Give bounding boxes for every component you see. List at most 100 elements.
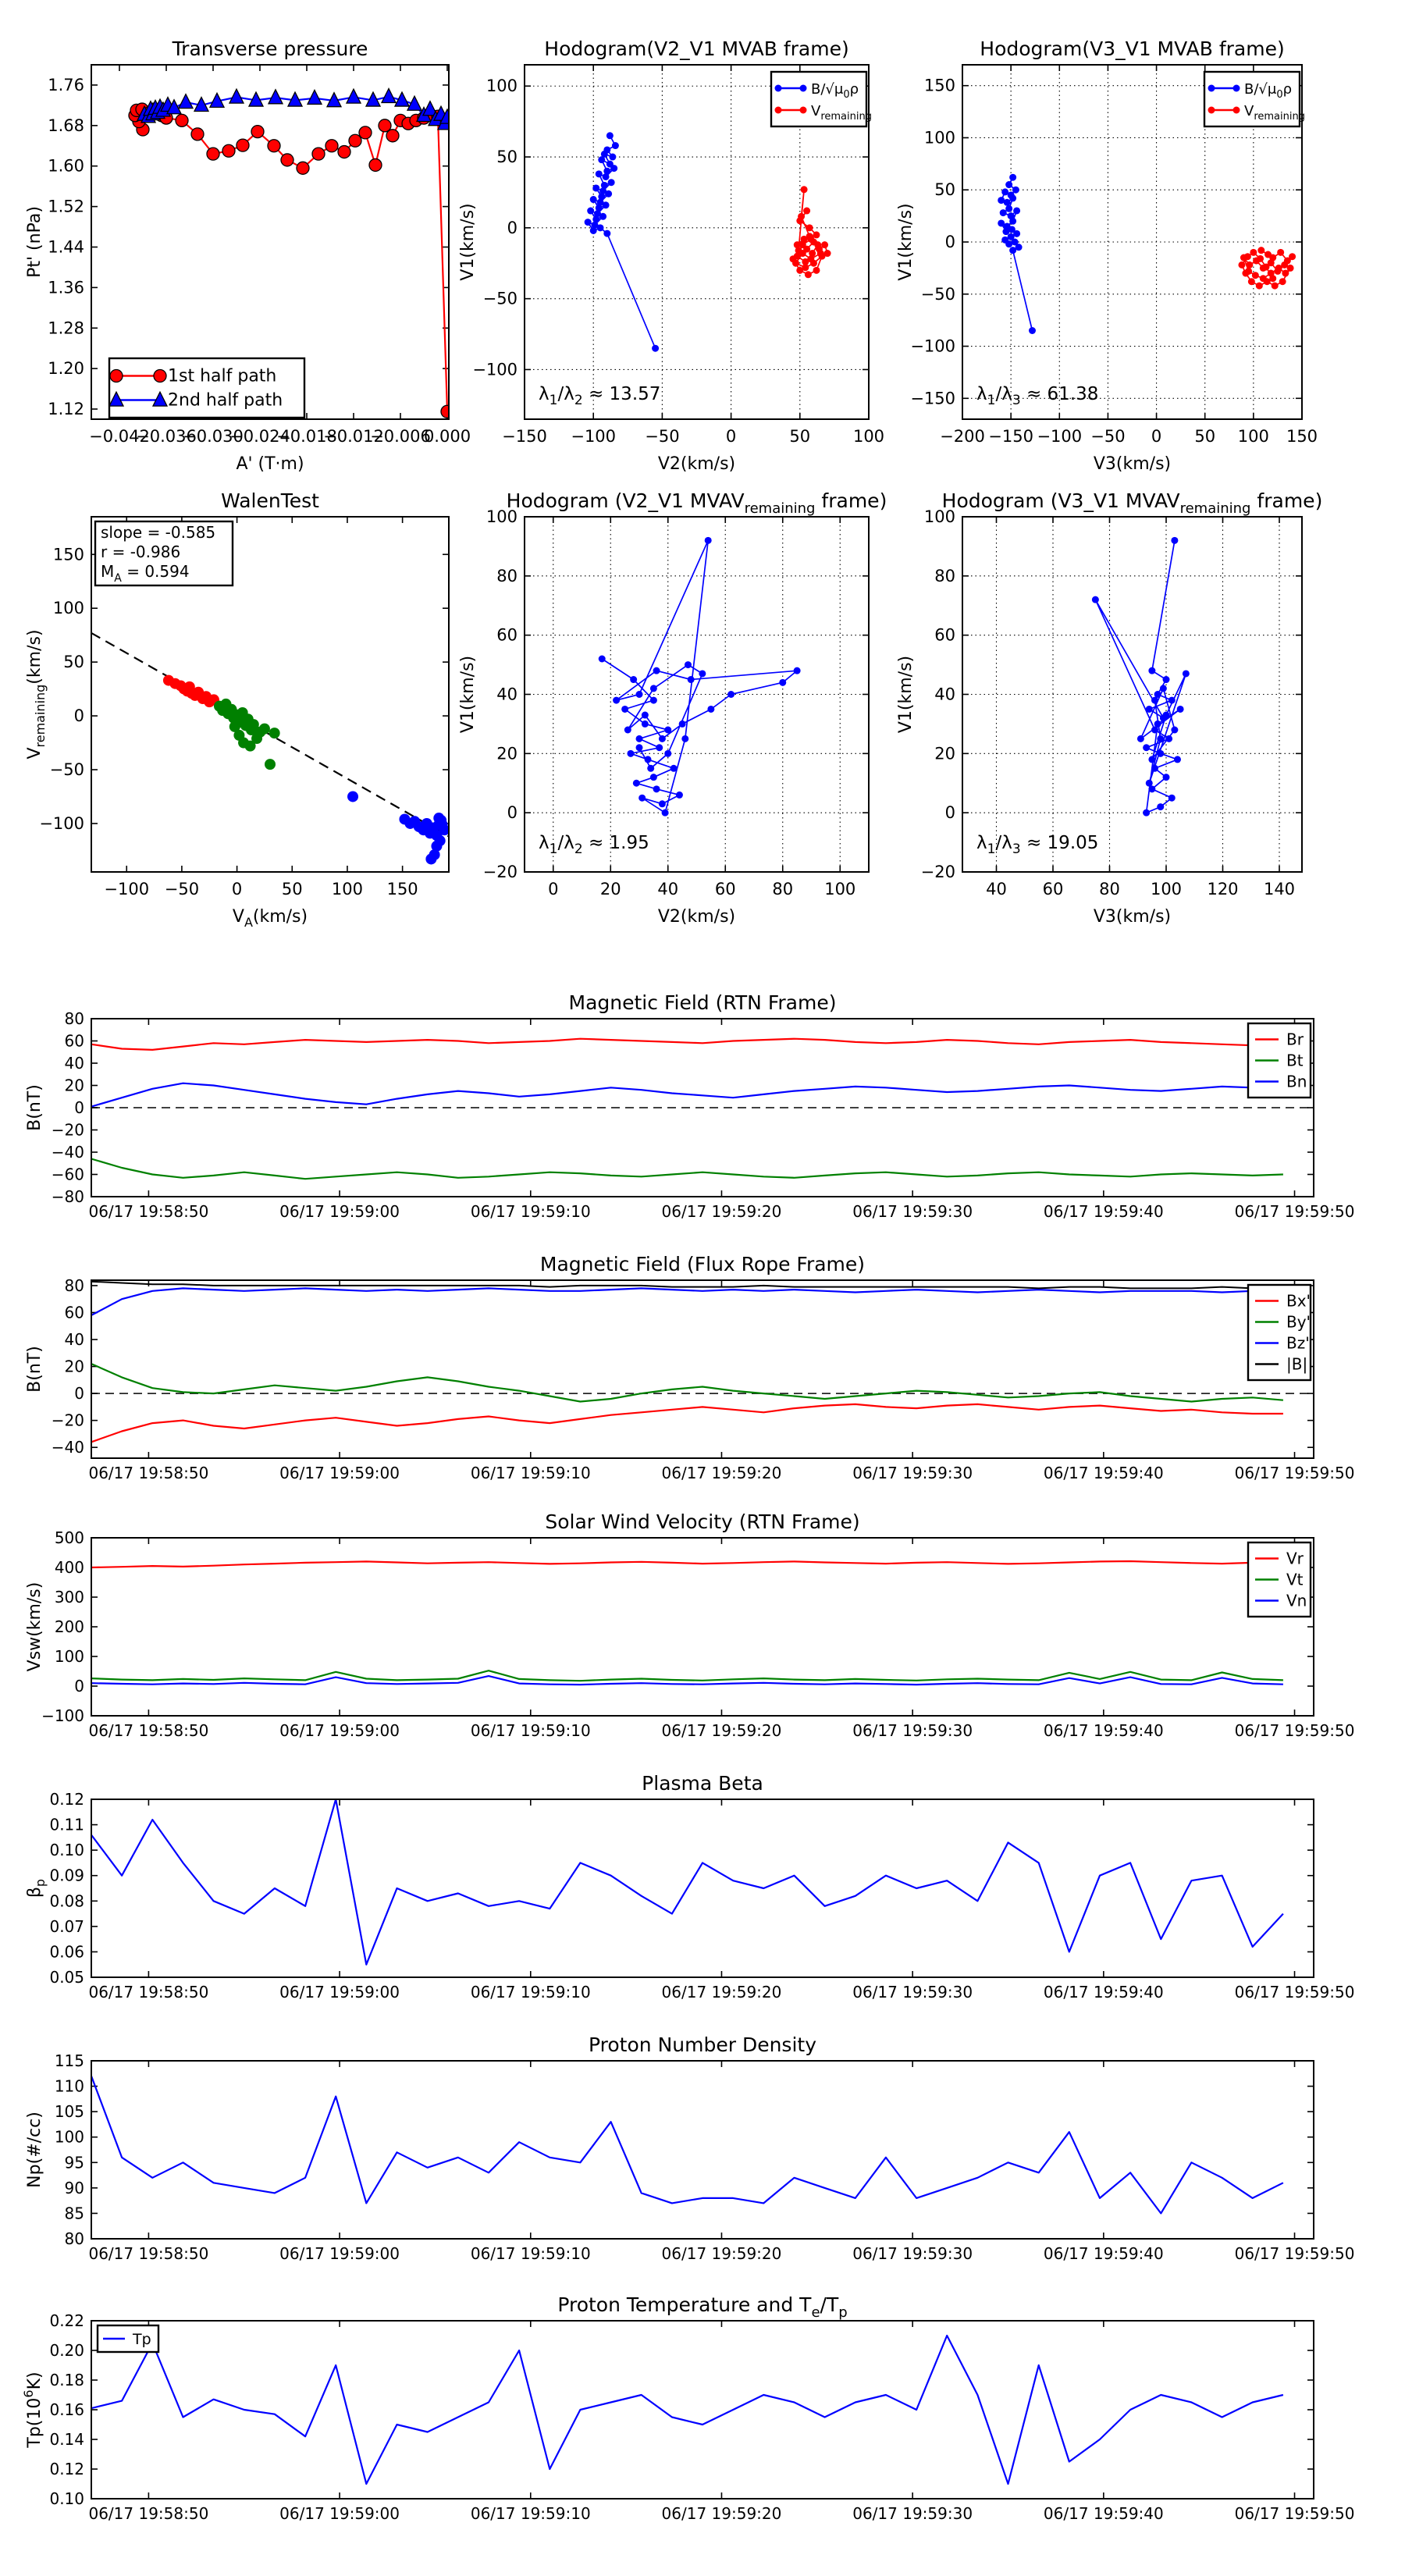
hodogram-v2v1-mvab: −150 −100 −50 0 50 100 −100 −50 0 50 100 Hodogram(V… [458, 37, 884, 474]
solar-wind-velocity-xtick-label: 06/17 19:59:10 [471, 1721, 591, 1740]
hodogram-v3v1-mvab-ytick-label: −50 [921, 285, 955, 304]
magnetic-field-flux-rope-border [91, 1279, 1314, 1459]
walen-test-ytick-label: 50 [63, 653, 84, 671]
magnetic-field-flux-rope-ytick-label: −20 [52, 1411, 84, 1430]
proton-temperature-legend-label-tp: Tp [132, 2331, 151, 2348]
walen-test-series-2nd-half-points [347, 791, 449, 865]
hodogram-v3v1-mvab: −200 −150 −100 −50 0 50 100 150−150−100−5005010… [896, 37, 1318, 474]
walen-test-ytick-label: 150 [53, 545, 84, 564]
hodogram-v3v1-mvab-ytick-label: 0 [945, 233, 955, 251]
hodogram-v2v1-mvab-xtick-label: 0 [726, 427, 736, 446]
magnetic-field-rtn-ytick-label: −40 [52, 1143, 84, 1162]
proton-number-density-ylabel: Np(#/cc) [25, 2112, 44, 2188]
plasma-beta-ylabel: βp [25, 1879, 48, 1898]
transverse-pressure: −0.042−0.036−0.030−0.024−0.018−0.012−0.0… [25, 37, 471, 474]
hodogram-v2v1-mvav-title: Hodogram (V2_V1 MVAVremaining frame) [507, 489, 887, 517]
solar-wind-velocity-ytick-label: 500 [55, 1528, 84, 1547]
hodogram-v3v1-mvab-ytick-label: 100 [924, 128, 955, 147]
walen-test-stats-line-1: r = -0.986 [101, 543, 180, 561]
hodogram-v2v1-mvab-ytick-label: 0 [507, 219, 518, 237]
solar-wind-velocity-border [91, 1537, 1314, 1717]
solar-wind-velocity-title: Solar Wind Velocity (RTN Frame) [545, 1510, 859, 1533]
hodogram-v2v1-mvav-border [524, 516, 870, 873]
hodogram-v3v1-mvav-xtick-label: 140 [1264, 880, 1295, 898]
walen-test-xtick-label: 50 [282, 880, 303, 898]
hodogram-v2v1-mvav-xtick-label: 20 [600, 880, 621, 898]
magnetic-field-flux-rope-series-bx [91, 1403, 1283, 1443]
solar-wind-velocity-ytick-label: 0 [74, 1677, 84, 1695]
walen-test-xtick-label: 150 [387, 880, 418, 898]
plasma-beta-ytick-label: 0.10 [49, 1841, 84, 1859]
transverse-pressure-ytick-label: 1.12 [48, 400, 84, 418]
hodogram-v2v1-mvab-xtick-label: −150 [502, 427, 547, 446]
hodogram-v2v1-mvab-xtick-label: 100 [853, 427, 884, 446]
plasma-beta-xtick-label: 06/17 19:59:20 [662, 1983, 782, 2001]
plasma-beta-ytick-label: 0.12 [49, 1790, 84, 1809]
transverse-pressure-legend-label-2nd-half-path: 2nd half path [168, 391, 283, 411]
hodogram-v3v1-mvav-ytick-label: 0 [945, 803, 955, 822]
proton-temperature-ytick-label: 0.14 [49, 2430, 84, 2449]
hodogram-v2v1-mvab-legend-label-b-0: B/√μ0ρ [811, 81, 859, 101]
hodogram-v2v1-mvav-xtick-label: 40 [657, 880, 678, 898]
hodogram-v3v1-mvab-series-v-remaining [1238, 247, 1297, 290]
plasma-beta-ytick-label: 0.11 [49, 1816, 84, 1834]
hodogram-v3v1-mvab-annotation-0: λ1/λ3 ≈ 61.38 [976, 384, 1098, 408]
hodogram-v2v1-mvab-title: Hodogram(V2_V1 MVAB frame) [544, 37, 848, 60]
hodogram-v3v1-mvav-series-v-remaining-hodogram [1091, 536, 1190, 817]
hodogram-v2v1-mvab-border [524, 64, 870, 420]
transverse-pressure-axes: −0.042−0.036−0.030−0.024−0.018−0.012−0.0… [48, 65, 471, 446]
proton-temperature-ytick-label: 0.22 [49, 2311, 84, 2330]
proton-temperature-xtick-label: 06/17 19:58:50 [88, 2504, 208, 2523]
solar-wind-velocity-ytick-label: 300 [55, 1588, 84, 1606]
proton-temperature-xtick-label: 06/17 19:59:40 [1044, 2504, 1164, 2523]
hodogram-v3v1-mvab-xtick-label: 0 [1151, 427, 1161, 446]
hodogram-v3v1-mvav-ytick-label: 80 [934, 567, 955, 585]
hodogram-v2v1-mvab-legend-label-v-remaining: Vremaining [811, 103, 872, 123]
hodogram-v3v1-mvav-ytick-label: 60 [934, 626, 955, 645]
proton-temperature-xtick-label: 06/17 19:59:00 [279, 2504, 400, 2523]
hodogram-v3v1-mvav-xtick-label: 100 [1151, 880, 1182, 898]
hodogram-v3v1-mvav-ytick-label: 100 [924, 507, 955, 526]
proton-temperature: 06/17 19:58:50 06/17 19:59:00 06/17 19:59:… [21, 2293, 1354, 2523]
magnetic-field-flux-rope-ytick-label: 40 [65, 1330, 84, 1349]
proton-temperature-legend: Tp [96, 2324, 160, 2354]
hodogram-v2v1-mvav-axes: 0 20 40 60 80 100 −20 0 20 40 60 80 100 [483, 507, 869, 898]
magnetic-field-flux-rope: 06/17 19:58:50 06/17 19:59:00 06/17 19:59:… [25, 1253, 1354, 1482]
hodogram-v3v1-mvab-xtick-label: −100 [1037, 427, 1082, 446]
transverse-pressure-ytick-label: 1.76 [48, 76, 84, 94]
plasma-beta-ytick-label: 0.05 [49, 1968, 84, 1987]
transverse-pressure-ytick-label: 1.60 [48, 157, 84, 176]
magnetic-field-rtn-xtick-label: 06/17 19:59:40 [1044, 1202, 1164, 1221]
magnetic-field-rtn-title: Magnetic Field (RTN Frame) [569, 991, 837, 1014]
hodogram-v3v1-mvab-ytick-label: 50 [934, 180, 955, 199]
proton-number-density-axes: 06/17 19:58:50 06/17 19:59:00 06/17 19:59:… [55, 2051, 1355, 2263]
transverse-pressure-legend-label-1st-half-path: 1st half path [168, 367, 276, 386]
hodogram-v3v1-mvab-xtick-label: 100 [1238, 427, 1269, 446]
magnetic-field-flux-rope-xtick-label: 06/17 19:59:00 [279, 1464, 400, 1482]
magnetic-field-flux-rope-ytick-label: 0 [74, 1384, 84, 1403]
proton-number-density-title: Proton Number Density [589, 2033, 816, 2056]
hodogram-v3v1-mvab-ylabel: V1(km/s) [896, 203, 916, 280]
walen-test-xtick-label: 0 [232, 880, 242, 898]
walen-test-xtick-label: 100 [332, 880, 363, 898]
hodogram-v3v1-mvab-border [962, 64, 1303, 420]
walen-test-ytick-label: 100 [53, 599, 84, 617]
hodogram-v3v1-mvab-xtick-label: −150 [988, 427, 1033, 446]
hodogram-v2v1-mvab-series-b-over-sqrt-mu0-rho [584, 132, 660, 352]
hodogram-v2v1-mvav-ytick-label: 100 [486, 507, 518, 526]
transverse-pressure-ytick-label: 1.52 [48, 197, 84, 216]
proton-temperature-xtick-label: 06/17 19:59:30 [852, 2504, 973, 2523]
solar-wind-velocity-xtick-label: 06/17 19:59:40 [1044, 1721, 1164, 1740]
magnetic-field-rtn-xtick-label: 06/17 19:59:20 [662, 1202, 782, 1221]
solar-wind-velocity-series-vr [91, 1560, 1283, 1569]
hodogram-v2v1-mvab-xtick-label: −50 [645, 427, 679, 446]
proton-temperature-border [91, 2320, 1314, 2500]
transverse-pressure-ytick-label: 1.36 [48, 278, 84, 297]
magnetic-field-rtn-ytick-label: −20 [52, 1121, 84, 1140]
hodogram-v2v1-mvab-xtick-label: 50 [789, 427, 810, 446]
plasma-beta-xtick-label: 06/17 19:58:50 [88, 1983, 208, 2001]
transverse-pressure-xlabel: A' (T·m) [236, 454, 304, 474]
